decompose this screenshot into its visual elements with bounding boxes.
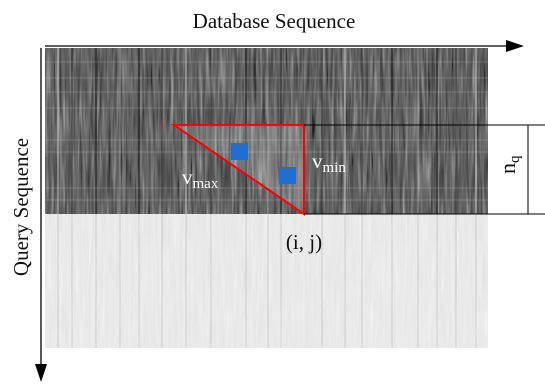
matrix-computed-texture	[45, 48, 488, 214]
x-axis-label: Database Sequence	[193, 9, 356, 33]
nq-label: nq	[495, 155, 523, 174]
v-max-sub: max	[193, 176, 219, 192]
cell-label: (i, j)	[286, 230, 322, 254]
v-max-label: vmax	[182, 165, 219, 192]
dependency-triangle	[170, 124, 305, 216]
right-arrow-icon	[506, 40, 524, 52]
blue-square-1	[231, 143, 248, 160]
matrix-streaks	[45, 48, 488, 348]
v-min-base: v	[312, 149, 323, 173]
nq-sub: q	[507, 155, 523, 163]
nq-base: n	[495, 163, 520, 174]
v-min-label: vmin	[312, 149, 346, 176]
y-axis-label: Query Sequence	[9, 138, 33, 276]
v-min-sub: min	[323, 160, 347, 176]
matrix-pending-texture	[45, 214, 488, 348]
down-arrow-icon	[35, 364, 47, 382]
blue-square-2	[279, 167, 296, 184]
v-max-base: v	[182, 165, 193, 189]
